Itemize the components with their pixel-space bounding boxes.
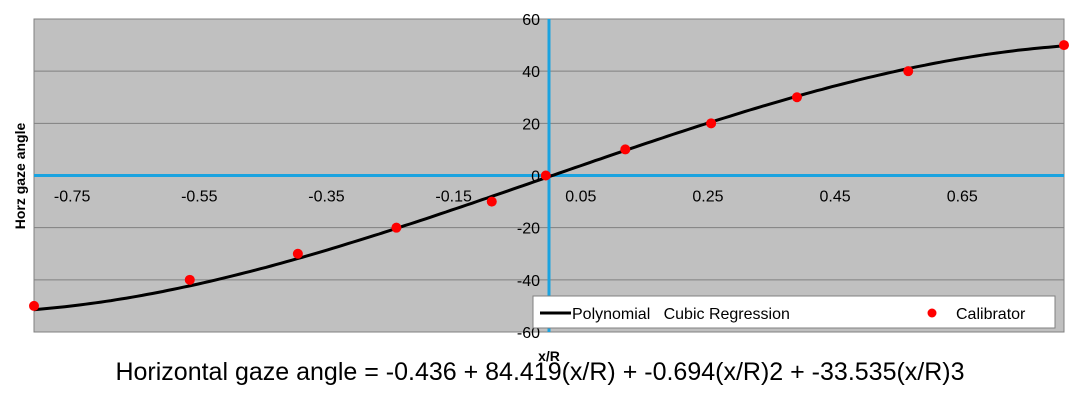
legend-marker-calibrator — [927, 308, 937, 318]
y-tick-label: -60 — [517, 325, 540, 342]
calibrator-point — [706, 118, 717, 129]
calibrator-point — [1059, 40, 1069, 51]
calibrator-point — [29, 300, 39, 311]
y-tick-label: 0 — [531, 169, 540, 186]
calibrator-point — [184, 274, 195, 285]
y-tick-label: 20 — [522, 116, 540, 133]
regression-equation: Horizontal gaze angle = -0.436 + 84.419(… — [115, 358, 965, 386]
calibrator-point — [292, 248, 303, 259]
legend-label-regression: Polynomial Cubic Regression — [572, 306, 790, 323]
y-tick-labels: -60 -40 -20 0 20 40 60 — [517, 12, 540, 342]
x-tick-label: -0.15 — [435, 189, 472, 206]
x-tick-label: 0.65 — [947, 189, 978, 206]
calibrator-point — [903, 66, 914, 77]
legend-label-calibrator: Calibrator — [956, 306, 1026, 323]
x-axis-title: x/R — [538, 348, 560, 364]
x-tick-label: -0.55 — [181, 189, 218, 206]
y-axis-title: Horz gaze angle — [12, 123, 28, 230]
calibrator-point — [540, 170, 551, 181]
legend-box — [532, 295, 1056, 329]
calibrator-points — [29, 40, 1069, 311]
x-tick-label: -0.35 — [308, 189, 345, 206]
x-tick-label: 0.45 — [820, 189, 851, 206]
x-tick-label: 0.25 — [692, 189, 723, 206]
calibrator-point — [391, 222, 402, 233]
y-tick-label: 40 — [522, 64, 540, 81]
y-tick-label: 60 — [522, 12, 540, 29]
x-tick-labels: -0.75 -0.55 -0.35 -0.15 0.05 0.25 0.45 0.65 — [54, 189, 978, 206]
calibrator-point — [620, 144, 631, 155]
x-tick-label: -0.75 — [54, 189, 91, 206]
y-tick-label: -20 — [517, 221, 540, 238]
calibrator-point — [791, 92, 802, 103]
calibrator-point — [486, 196, 497, 207]
x-tick-label: 0.05 — [565, 189, 596, 206]
y-tick-label: -40 — [517, 273, 540, 290]
legend: Polynomial Cubic Regression Calibrator — [532, 295, 1056, 329]
